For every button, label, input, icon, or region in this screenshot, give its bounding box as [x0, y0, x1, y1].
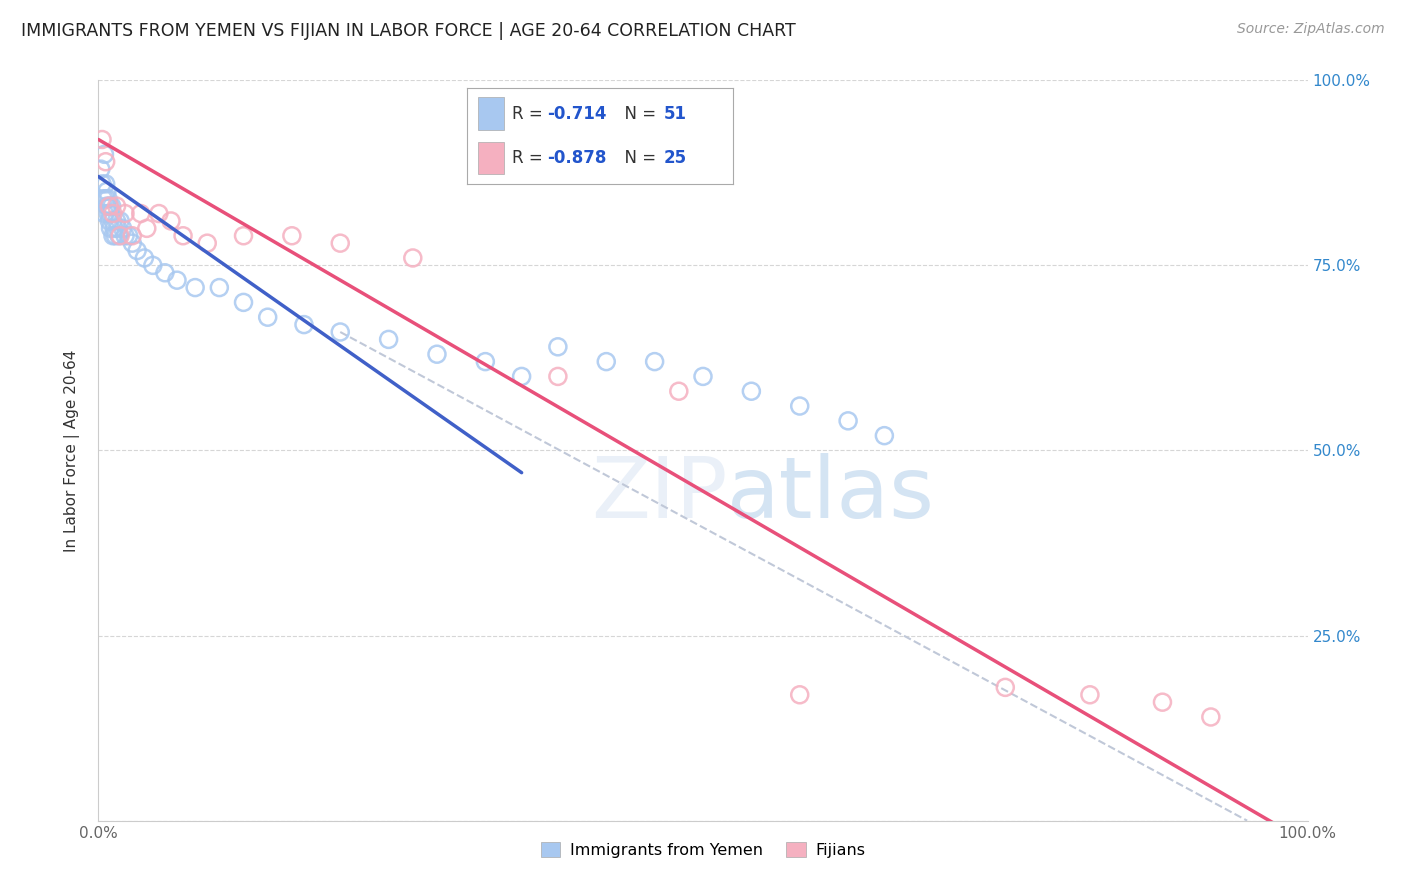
Point [402, 251, 425, 265]
Point [121, 228, 143, 243]
Point [692, 369, 714, 384]
Point [160, 214, 183, 228]
Point [94, 192, 117, 206]
Point [426, 347, 449, 361]
Legend: Immigrants from Yemen, Fijians: Immigrants from Yemen, Fijians [534, 836, 872, 864]
Point [108, 214, 131, 228]
Point [101, 228, 124, 243]
Point [148, 206, 170, 220]
Point [111, 221, 134, 235]
Point [644, 354, 666, 368]
Point [93, 147, 115, 161]
Point [91, 177, 114, 191]
Point [97, 206, 120, 220]
Point [100, 206, 122, 220]
Point [103, 221, 125, 235]
Point [377, 332, 399, 346]
Point [91, 192, 114, 206]
Point [232, 295, 254, 310]
Point [510, 369, 533, 384]
Point [129, 206, 152, 220]
Point [184, 280, 207, 294]
Point [474, 354, 496, 368]
Point [96, 199, 118, 213]
Point [142, 259, 165, 273]
Point [108, 228, 131, 243]
Point [256, 310, 278, 325]
Point [166, 273, 188, 287]
Point [127, 244, 149, 258]
Point [329, 236, 352, 251]
Point [208, 280, 231, 294]
Point [789, 399, 811, 413]
Point [96, 184, 118, 198]
Point [121, 236, 143, 251]
Text: atlas: atlas [727, 453, 935, 536]
Text: ZIP: ZIP [591, 453, 727, 536]
Point [91, 132, 114, 146]
Point [195, 236, 218, 251]
Point [1078, 688, 1101, 702]
Y-axis label: In Labor Force | Age 20-64: In Labor Force | Age 20-64 [63, 350, 80, 551]
Point [114, 206, 136, 220]
Point [281, 228, 304, 243]
Point [873, 428, 896, 442]
Point [108, 228, 131, 243]
Point [547, 340, 569, 354]
Point [94, 177, 117, 191]
Point [153, 266, 176, 280]
Point [94, 154, 117, 169]
Text: IMMIGRANTS FROM YEMEN VS FIJIAN IN LABOR FORCE | AGE 20-64 CORRELATION CHART: IMMIGRANTS FROM YEMEN VS FIJIAN IN LABOR… [21, 22, 796, 40]
Point [97, 192, 120, 206]
Point [101, 206, 124, 220]
Point [595, 354, 617, 368]
Point [93, 206, 115, 220]
Point [114, 228, 136, 243]
Point [98, 199, 121, 213]
Point [172, 228, 194, 243]
Point [100, 199, 122, 213]
Point [101, 214, 124, 228]
Point [104, 228, 127, 243]
Point [837, 414, 859, 428]
Point [90, 162, 112, 177]
Point [789, 688, 811, 702]
Point [329, 325, 352, 339]
Point [105, 199, 128, 213]
Point [1152, 695, 1174, 709]
Point [1199, 710, 1222, 724]
Point [292, 318, 315, 332]
Point [547, 369, 569, 384]
Point [105, 214, 128, 228]
Text: Source: ZipAtlas.com: Source: ZipAtlas.com [1237, 22, 1385, 37]
Point [135, 221, 157, 235]
Point [107, 221, 129, 235]
Point [232, 228, 254, 243]
Point [134, 251, 156, 265]
Point [100, 221, 122, 235]
Point [668, 384, 690, 399]
Point [740, 384, 762, 399]
Point [98, 214, 121, 228]
Point [98, 199, 121, 213]
Point [118, 228, 141, 243]
Point [994, 681, 1017, 695]
